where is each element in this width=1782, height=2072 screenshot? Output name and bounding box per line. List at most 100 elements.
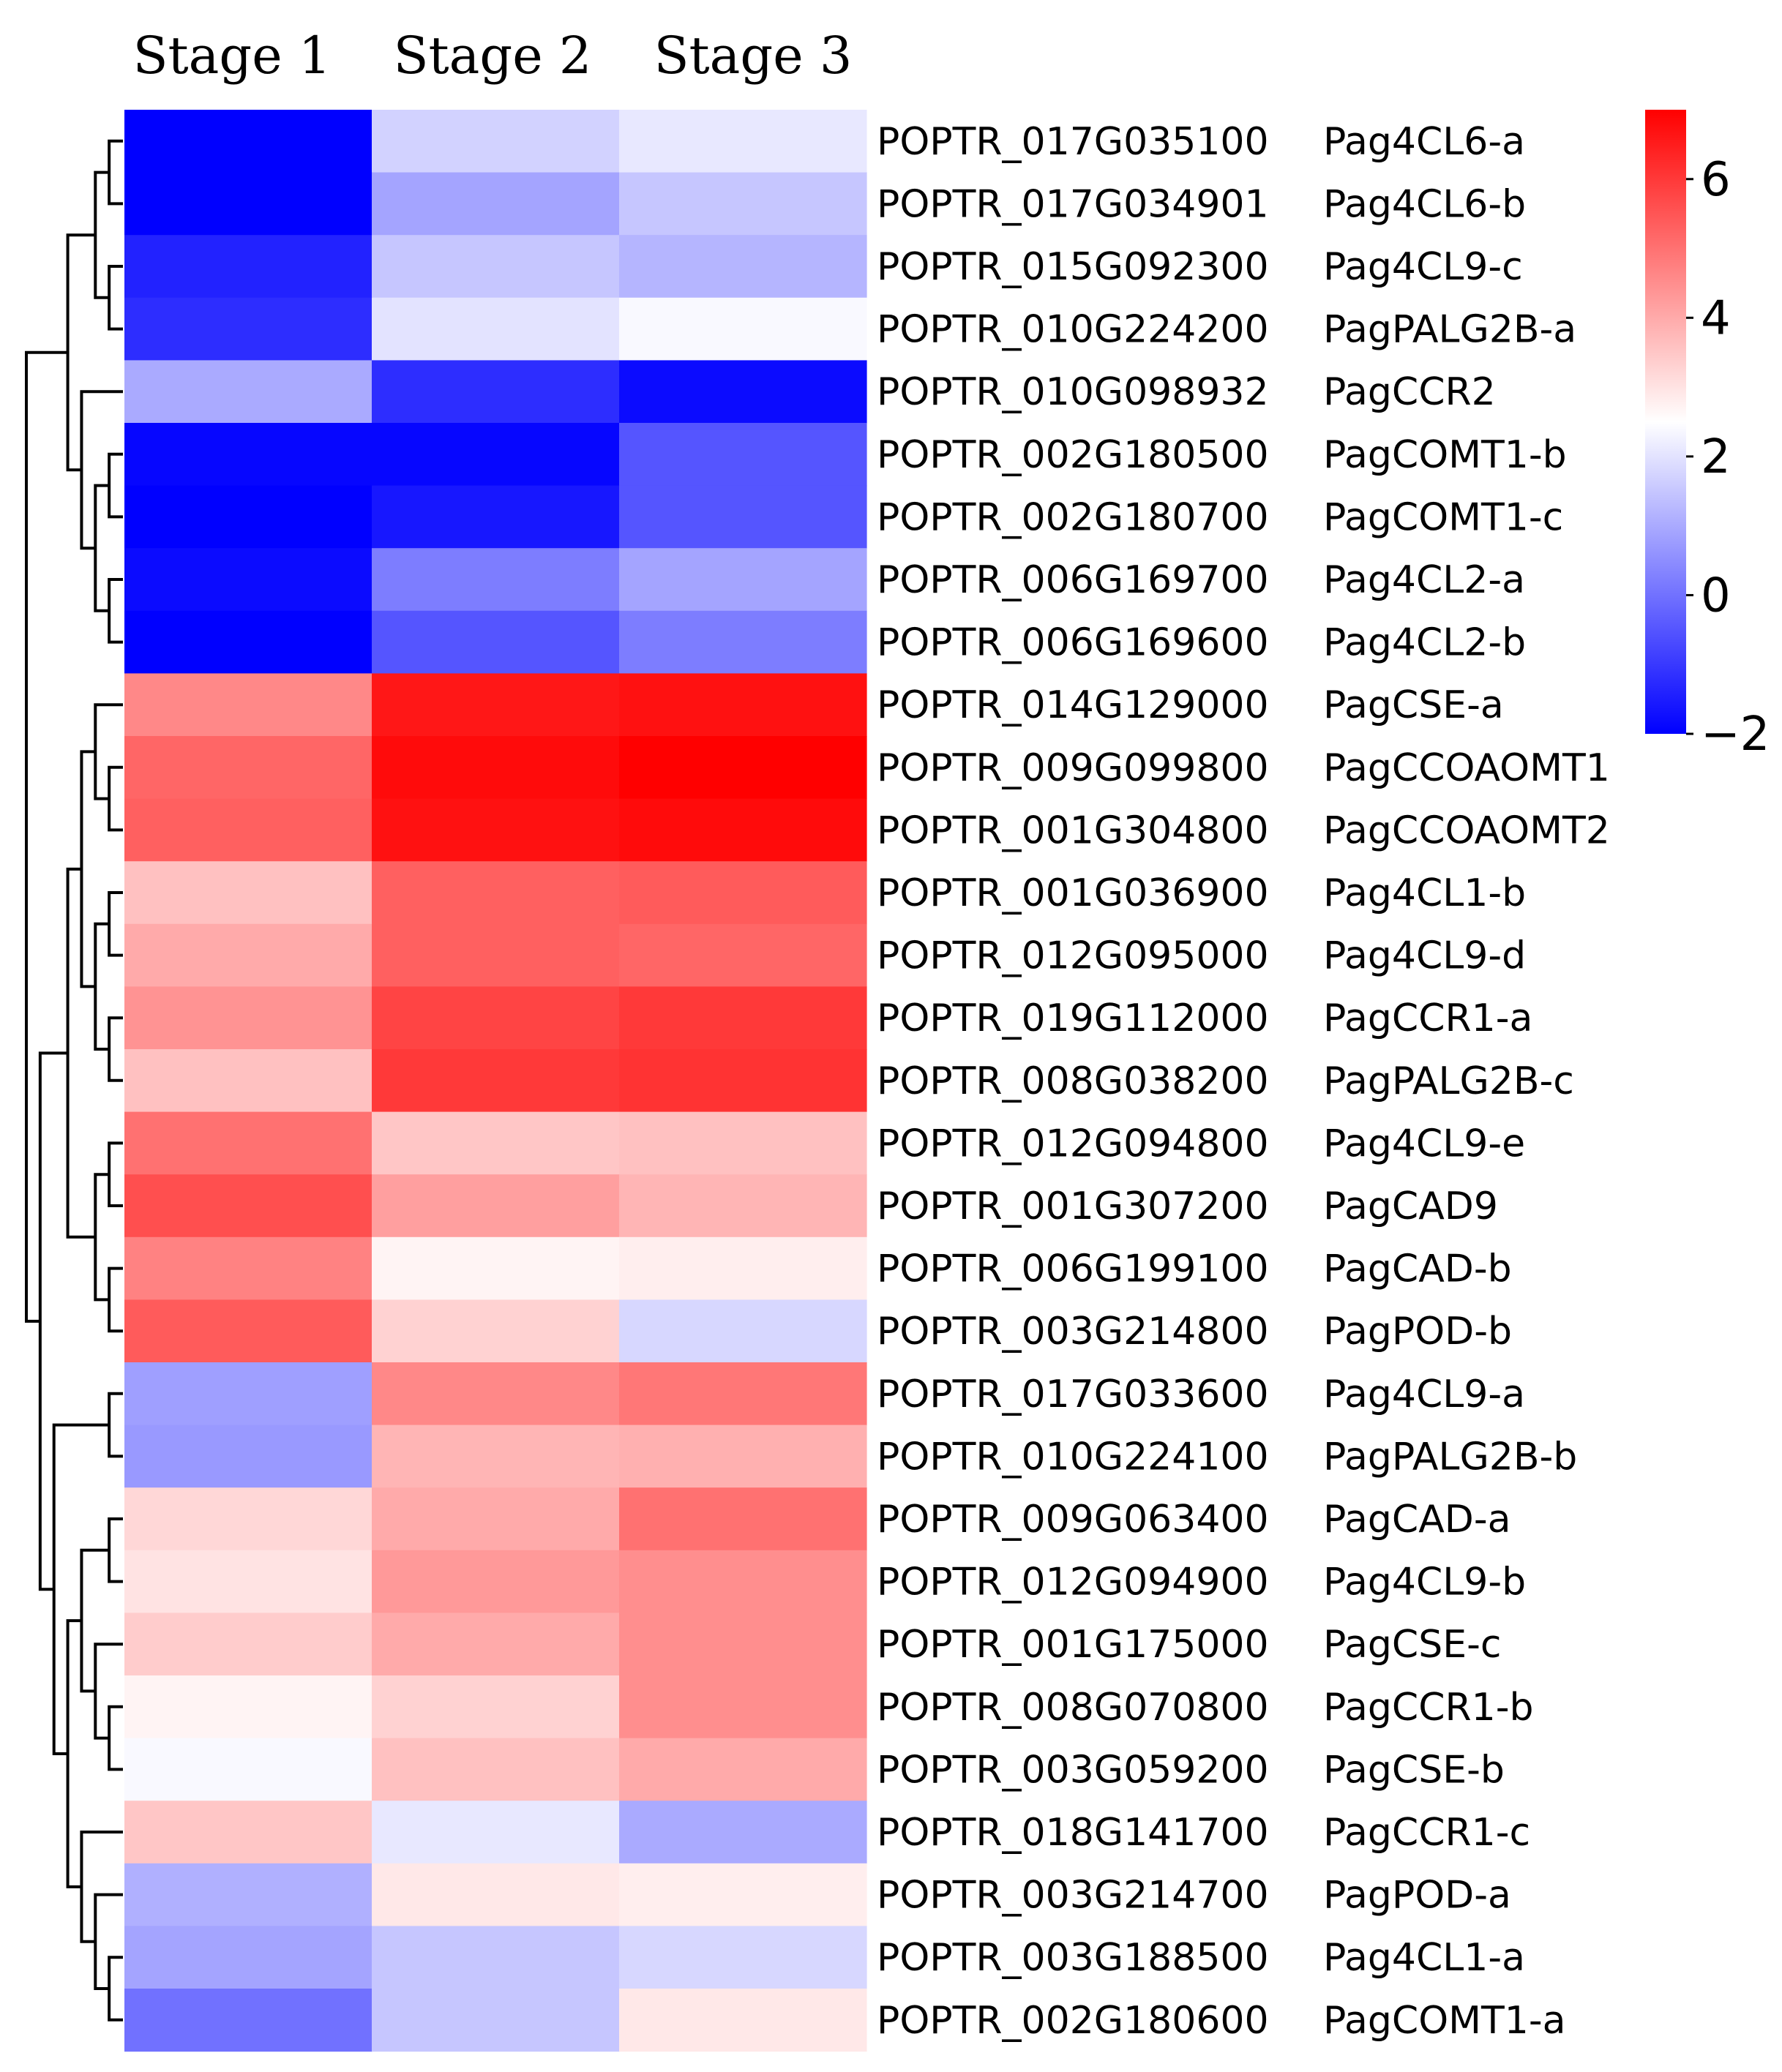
color-scale-tick-label: 4: [1701, 291, 1731, 345]
heatmap-cell: [372, 1738, 620, 1801]
heatmap-cell: [372, 297, 620, 361]
heatmap-cell: [372, 1236, 620, 1300]
color-scale-tick-label: −2: [1701, 707, 1770, 762]
heatmap-cell: [619, 172, 867, 236]
heatmap-cell: [372, 423, 620, 487]
row-gene-id: POPTR_003G188500: [877, 1936, 1269, 1980]
dendrogram-branch: [108, 578, 123, 644]
heatmap-cell: [124, 110, 373, 173]
dendrogram-branch: [80, 1831, 123, 1943]
heatmap-cell: [619, 235, 867, 299]
heatmap-cell: [372, 798, 620, 862]
row-gene-id: POPTR_006G199100: [877, 1247, 1269, 1291]
row-gene-name: Pag4CL6-a: [1323, 120, 1525, 164]
row-gene-name: PagCAD9: [1323, 1185, 1498, 1228]
heatmap-cell: [619, 1487, 867, 1551]
dendrogram-branch: [94, 1173, 110, 1302]
heatmap-cell: [619, 1174, 867, 1238]
heatmap-cell: [124, 1487, 373, 1551]
heatmap-cells: [124, 110, 867, 2052]
heatmap-cell: [124, 610, 373, 674]
heatmap-cell: [372, 110, 620, 173]
row-gene-id: POPTR_018G141700: [877, 1811, 1269, 1855]
row-gene-id: POPTR_010G224200: [877, 308, 1269, 352]
row-dendrogram: [25, 139, 123, 2022]
heatmap-cell: [124, 798, 373, 862]
heatmap-cell: [124, 1424, 373, 1488]
row-gene-name: Pag4CL2-b: [1323, 621, 1526, 665]
heatmap-cell: [124, 673, 373, 737]
dendrogram-branch: [108, 1517, 123, 1583]
row-gene-name: PagCAD-b: [1323, 1247, 1512, 1291]
heatmap-cell: [372, 1049, 620, 1113]
dendrogram-branch: [108, 1016, 123, 1082]
dendrogram-branch: [108, 1705, 123, 1771]
heatmap-cell: [124, 172, 373, 236]
row-gene-id: POPTR_010G224100: [877, 1435, 1269, 1479]
heatmap-cell: [124, 1299, 373, 1363]
row-gene-name: PagCSE-b: [1323, 1748, 1505, 1792]
heatmap-cell: [619, 1424, 867, 1488]
heatmap-cell: [124, 548, 373, 612]
heatmap-cell: [619, 1236, 867, 1300]
row-gene-id: POPTR_014G129000: [877, 683, 1269, 727]
row-gene-id: POPTR_017G035100: [877, 120, 1269, 164]
row-gene-name: PagPALG2B-b: [1323, 1435, 1577, 1479]
row-gene-id: POPTR_002G180500: [877, 433, 1269, 477]
row-gene-id: POPTR_006G169600: [877, 621, 1269, 665]
row-gene-id: POPTR_001G175000: [877, 1623, 1269, 1667]
dendrogram-branch: [25, 350, 68, 1323]
heatmap-cell: [124, 1550, 373, 1613]
dendrogram-branch: [94, 1643, 123, 1740]
heatmap-cell: [372, 1801, 620, 1864]
heatmap-cell: [124, 1863, 373, 1926]
dendrogram-branch: [108, 1141, 123, 1207]
row-gene-id: POPTR_002G180700: [877, 495, 1269, 539]
dendrogram-branch: [108, 265, 123, 331]
row-gene-name: PagCOMT1-b: [1323, 433, 1567, 477]
heatmap-cell: [372, 1613, 620, 1676]
heatmap-cell: [124, 736, 373, 800]
heatmap-cell: [372, 1111, 620, 1175]
heatmap-cell: [372, 1299, 620, 1363]
row-gene-id: POPTR_009G063400: [877, 1498, 1269, 1542]
color-scale-bar: [1645, 110, 1686, 734]
heatmap-cell: [372, 986, 620, 1050]
heatmap-cell: [619, 610, 867, 674]
heatmap-cell: [372, 861, 620, 925]
heatmap-cell: [619, 1550, 867, 1613]
row-gene-id: POPTR_008G070800: [877, 1686, 1269, 1730]
heatmap-cell: [372, 1989, 620, 2052]
color-scale-tick-label: 2: [1701, 430, 1731, 484]
dendrogram-branch: [108, 765, 123, 832]
heatmap-cell: [619, 861, 867, 925]
heatmap-cell: [124, 1613, 373, 1676]
heatmap-cell: [372, 1487, 620, 1551]
dendrogram-branch: [80, 390, 123, 550]
row-gene-name: PagCCR1-c: [1323, 1811, 1530, 1855]
dendrogram-branch: [52, 1423, 110, 1755]
heatmap-cell: [619, 297, 867, 361]
row-gene-id: POPTR_009G099800: [877, 746, 1269, 790]
heatmap-cell: [124, 1926, 373, 1989]
heatmap-cell: [372, 1926, 620, 1989]
row-gene-id: POPTR_001G307200: [877, 1185, 1269, 1228]
row-gene-id: POPTR_003G214700: [877, 1874, 1269, 1918]
row-gene-id: POPTR_002G180600: [877, 1999, 1269, 2043]
heatmap-cell: [372, 610, 620, 674]
row-gene-name: PagCSE-c: [1323, 1623, 1501, 1667]
dendrogram-branch: [108, 1392, 123, 1458]
dendrogram-branch: [108, 1956, 123, 2022]
dendrogram-branch: [94, 484, 110, 612]
color-scale-ticks: −2 0 2 4 6: [1686, 153, 1770, 762]
color-scale-legend: −2 0 2 4 6: [1645, 110, 1770, 762]
heatmap-cell: [124, 485, 373, 549]
heatmap-cell: [372, 1550, 620, 1613]
row-gene-name: PagPOD-a: [1323, 1874, 1511, 1918]
heatmap-cell: [619, 798, 867, 862]
heatmap-cell: [619, 1738, 867, 1801]
row-gene-name: PagCSE-a: [1323, 683, 1504, 727]
row-gene-id: POPTR_003G214800: [877, 1310, 1269, 1354]
heatmap-cell: [124, 1801, 373, 1864]
